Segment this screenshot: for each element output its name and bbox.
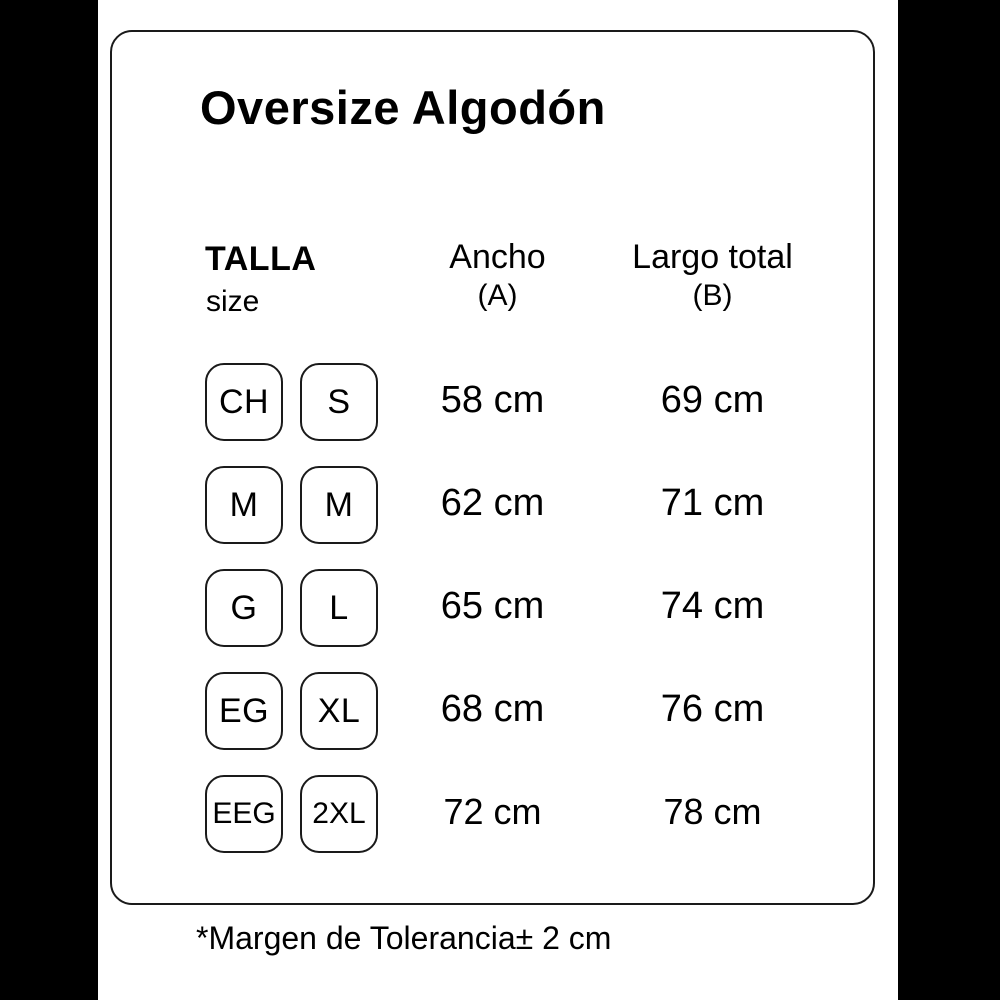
size-badge-en: 2XL [300,775,378,853]
measurement-ancho: 72 cm [443,791,542,832]
column-header-largo-total: Largo total (B) [590,238,835,317]
measurement-largo: 69 cm [660,379,765,421]
measurement-largo: 71 cm [660,482,765,524]
measurement-ancho: 58 cm [440,379,545,421]
left-letterbox-band [0,0,98,1000]
measurement-largo: 74 cm [660,585,765,627]
measurement-ancho: 62 cm [440,482,545,524]
size-badge-es: CH [205,363,283,441]
size-badge-en: XL [300,672,378,750]
size-badge-es: G [205,569,283,647]
measurement-ancho: 65 cm [440,585,545,627]
measurement-largo: 76 cm [660,688,765,730]
column-header-ancho-sublabel: (A) [477,279,518,313]
table-row: G L 65 cm 74 cm [0,569,1000,649]
size-badge-es: EEG [205,775,283,853]
right-letterbox-band [898,0,1000,1000]
page-title: Oversize Algodón [200,81,606,134]
table-row: CH S 58 cm 69 cm [0,363,1000,443]
column-header-ancho-label: Ancho [449,238,546,276]
size-badge-en: M [300,466,378,544]
table-row: M M 62 cm 71 cm [0,466,1000,546]
column-header-ancho: Ancho (A) [380,238,615,317]
measurement-largo: 78 cm [663,791,762,832]
table-row: EEG 2XL 72 cm 78 cm [0,775,1000,855]
size-badge-es: M [205,466,283,544]
size-badge-en: L [300,569,378,647]
column-header-largo-sublabel: (B) [692,279,733,313]
table-row: EG XL 68 cm 76 cm [0,672,1000,752]
column-header-largo-label: Largo total [632,238,793,276]
column-header-size: size [206,285,260,318]
measurement-ancho: 68 cm [440,688,545,730]
size-badge-en: S [300,363,378,441]
column-header-talla: TALLA [205,240,317,278]
size-badge-es: EG [205,672,283,750]
tolerance-footnote: *Margen de Tolerancia± 2 cm [196,920,612,956]
